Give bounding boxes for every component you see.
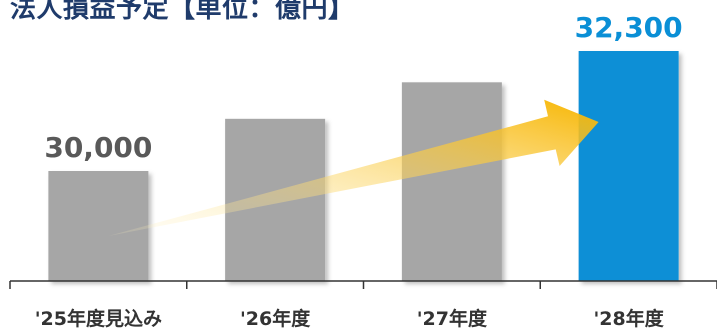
chart-title: 法人損益予定【単位：億円】 bbox=[10, 0, 355, 24]
x-tick-label-3: '28年度 bbox=[593, 307, 664, 330]
bar-3 bbox=[578, 51, 679, 281]
trend-arrow bbox=[108, 99, 599, 236]
x-tick-label-1: '26年度 bbox=[240, 307, 311, 330]
bar-0 bbox=[48, 171, 149, 281]
x-tick-label-2: '27年度 bbox=[417, 307, 488, 330]
data-label-0: 30,000 bbox=[44, 131, 152, 164]
x-tick-label-0: '25年度見込み bbox=[35, 307, 162, 330]
data-label-3: 32,300 bbox=[575, 11, 683, 44]
bar-2 bbox=[401, 82, 502, 281]
